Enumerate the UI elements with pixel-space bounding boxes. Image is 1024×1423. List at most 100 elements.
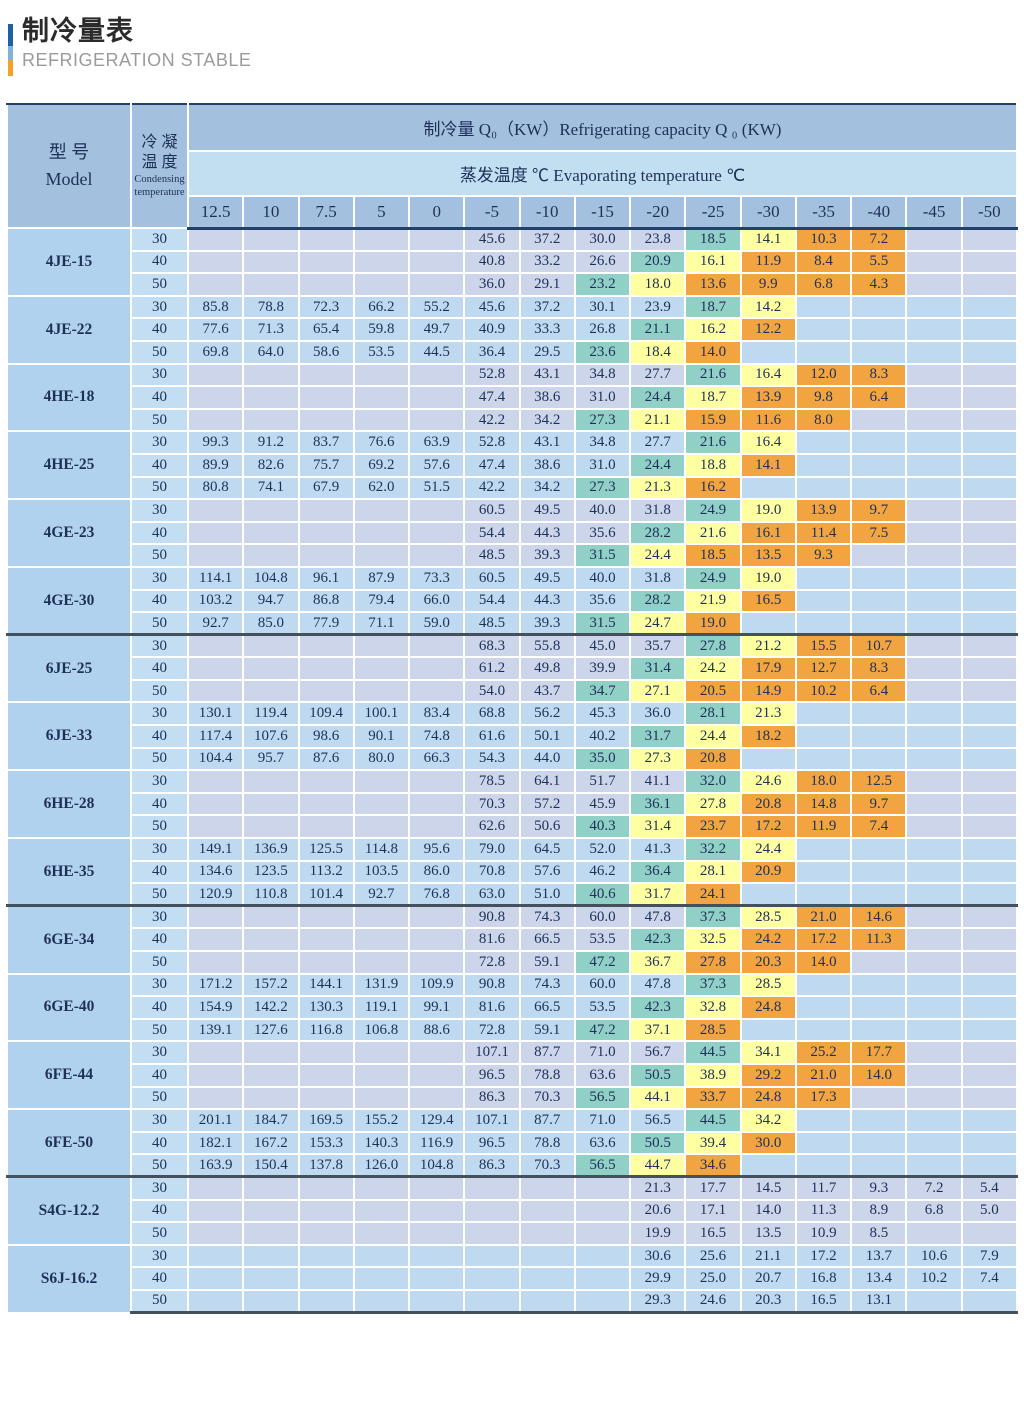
evaporating-temperature-header: 蒸发温度 ℃ Evaporating temperature ℃ bbox=[187, 150, 1018, 197]
capacity-cell: 12.2 bbox=[739, 317, 797, 342]
table-row: 40 182.1 167.2 153.3 140.3 116.9 96.5 78.8 63.6 5… bbox=[7, 1130, 1019, 1156]
capacity-cell bbox=[905, 611, 963, 636]
capacity-cell bbox=[905, 814, 963, 840]
capacity-cell: 20.5 bbox=[684, 678, 742, 704]
capacity-cell: 99.1 bbox=[408, 995, 466, 1020]
capacity-cell: 47.8 bbox=[629, 904, 687, 930]
capacity-cell bbox=[850, 1017, 908, 1043]
capacity-cell bbox=[408, 1243, 466, 1269]
capacity-cell bbox=[242, 385, 300, 410]
capacity-cell bbox=[463, 1175, 521, 1201]
capacity-cell: 21.1 bbox=[629, 317, 687, 342]
capacity-cell bbox=[960, 972, 1019, 998]
evap-temp-column-header: -15 bbox=[573, 195, 632, 230]
capacity-cell: 68.8 bbox=[463, 701, 521, 727]
table-row: 4JE-22 30 85.8 78.8 72.3 66.2 55.2 45.6 37.2 30.1… bbox=[6, 294, 1019, 365]
table-row: 40 54.4 44.3 35.6 28.2 21.6 16.1 11.4 7.5 bbox=[7, 520, 1019, 546]
table-row: 40 61.2 49.8 39.9 31.4 24.2 17.9 12.7 8.3 bbox=[7, 656, 1019, 681]
capacity-cell bbox=[960, 950, 1019, 975]
capacity-cell bbox=[850, 972, 908, 998]
capacity-cell bbox=[186, 227, 245, 252]
capacity-cell: 33.7 bbox=[684, 1085, 742, 1111]
capacity-cell bbox=[850, 950, 908, 975]
condensing-temp-cell: 30 bbox=[130, 633, 189, 659]
capacity-cell: 10.2 bbox=[794, 678, 853, 704]
condensing-temp-cell: 30 bbox=[130, 1175, 189, 1201]
capacity-cell: 82.6 bbox=[242, 452, 300, 478]
capacity-cell bbox=[960, 611, 1019, 636]
capacity-cell: 49.8 bbox=[518, 656, 576, 681]
capacity-cell bbox=[297, 814, 355, 840]
condensing-temp-cell: 50 bbox=[130, 475, 189, 501]
capacity-cell: 90.8 bbox=[463, 972, 521, 998]
capacity-cell: 104.4 bbox=[186, 746, 245, 772]
capacity-cell bbox=[850, 1130, 908, 1156]
capacity-cell bbox=[352, 1221, 411, 1246]
capacity-cell bbox=[352, 950, 411, 975]
capacity-cell bbox=[960, 1221, 1019, 1246]
model-cell: S4G-12.2 bbox=[6, 1175, 132, 1246]
capacity-cell: 11.6 bbox=[739, 407, 797, 433]
capacity-cell: 171.2 bbox=[186, 972, 245, 998]
capacity-cell: 25.0 bbox=[684, 1266, 742, 1291]
capacity-cell bbox=[297, 1221, 355, 1246]
capacity-cell bbox=[352, 407, 411, 433]
capacity-cell bbox=[408, 227, 466, 252]
capacity-cell bbox=[186, 1266, 245, 1291]
capacity-cell: 6.4 bbox=[850, 678, 908, 704]
capacity-cell: 78.8 bbox=[242, 294, 300, 320]
capacity-cell: 72.3 bbox=[297, 294, 355, 320]
capacity-cell: 167.2 bbox=[242, 1130, 300, 1156]
capacity-cell bbox=[463, 1266, 521, 1291]
capacity-cell bbox=[905, 791, 963, 817]
capacity-cell bbox=[352, 814, 411, 840]
capacity-cell: 66.5 bbox=[518, 995, 576, 1020]
capacity-cell bbox=[518, 1221, 576, 1246]
capacity-cell: 54.3 bbox=[463, 746, 521, 772]
capacity-cell: 66.5 bbox=[518, 927, 576, 952]
capacity-cell: 14.8 bbox=[794, 791, 853, 817]
capacity-cell bbox=[960, 498, 1019, 523]
model-cell: 6FE-44 bbox=[6, 1040, 132, 1111]
capacity-cell: 24.2 bbox=[739, 927, 797, 952]
capacity-cell bbox=[905, 1288, 963, 1314]
condensing-temp-cell: 50 bbox=[130, 678, 189, 704]
capacity-cell: 13.9 bbox=[794, 498, 853, 523]
capacity-cell: 39.4 bbox=[684, 1130, 742, 1156]
capacity-cell: 10.3 bbox=[794, 227, 853, 252]
capacity-cell bbox=[794, 882, 853, 907]
capacity-cell: 40.2 bbox=[573, 724, 632, 749]
capacity-cell: 76.8 bbox=[408, 882, 466, 907]
capacity-cell: 14.1 bbox=[739, 227, 797, 252]
capacity-cell bbox=[408, 1266, 466, 1291]
capacity-cell: 63.9 bbox=[408, 430, 466, 455]
capacity-cell: 92.7 bbox=[186, 611, 245, 636]
capacity-cell: 54.4 bbox=[463, 588, 521, 614]
capacity-cell bbox=[905, 317, 963, 342]
model-column-header: 型 号 Model bbox=[6, 103, 132, 229]
capacity-cell bbox=[352, 362, 411, 388]
capacity-cell: 17.2 bbox=[794, 927, 853, 952]
capacity-cell bbox=[186, 791, 245, 817]
capacity-cell: 18.5 bbox=[684, 543, 742, 568]
capacity-cell bbox=[905, 972, 963, 998]
capacity-cell bbox=[960, 656, 1019, 681]
capacity-cell: 85.8 bbox=[186, 294, 245, 320]
capacity-cell: 81.6 bbox=[463, 995, 521, 1020]
capacity-cell bbox=[905, 859, 963, 885]
capacity-cell bbox=[960, 227, 1019, 252]
capacity-cell bbox=[463, 1198, 521, 1224]
capacity-cell: 83.7 bbox=[297, 430, 355, 455]
capacity-cell: 26.6 bbox=[573, 249, 632, 275]
capacity-cell bbox=[297, 904, 355, 930]
capacity-cell bbox=[905, 362, 963, 388]
capacity-cell: 42.2 bbox=[463, 475, 521, 501]
capacity-cell bbox=[905, 927, 963, 952]
capacity-cell bbox=[352, 249, 411, 275]
condensing-temp-cell: 40 bbox=[130, 385, 189, 410]
evap-temp-column-header: -20 bbox=[629, 195, 687, 230]
table-row: 40 96.5 78.8 63.6 50.5 38.9 29.2 21.0 14.0 bbox=[7, 1062, 1019, 1088]
capacity-cell bbox=[794, 339, 853, 365]
capacity-cell bbox=[905, 407, 963, 433]
capacity-cell: 21.1 bbox=[629, 407, 687, 433]
